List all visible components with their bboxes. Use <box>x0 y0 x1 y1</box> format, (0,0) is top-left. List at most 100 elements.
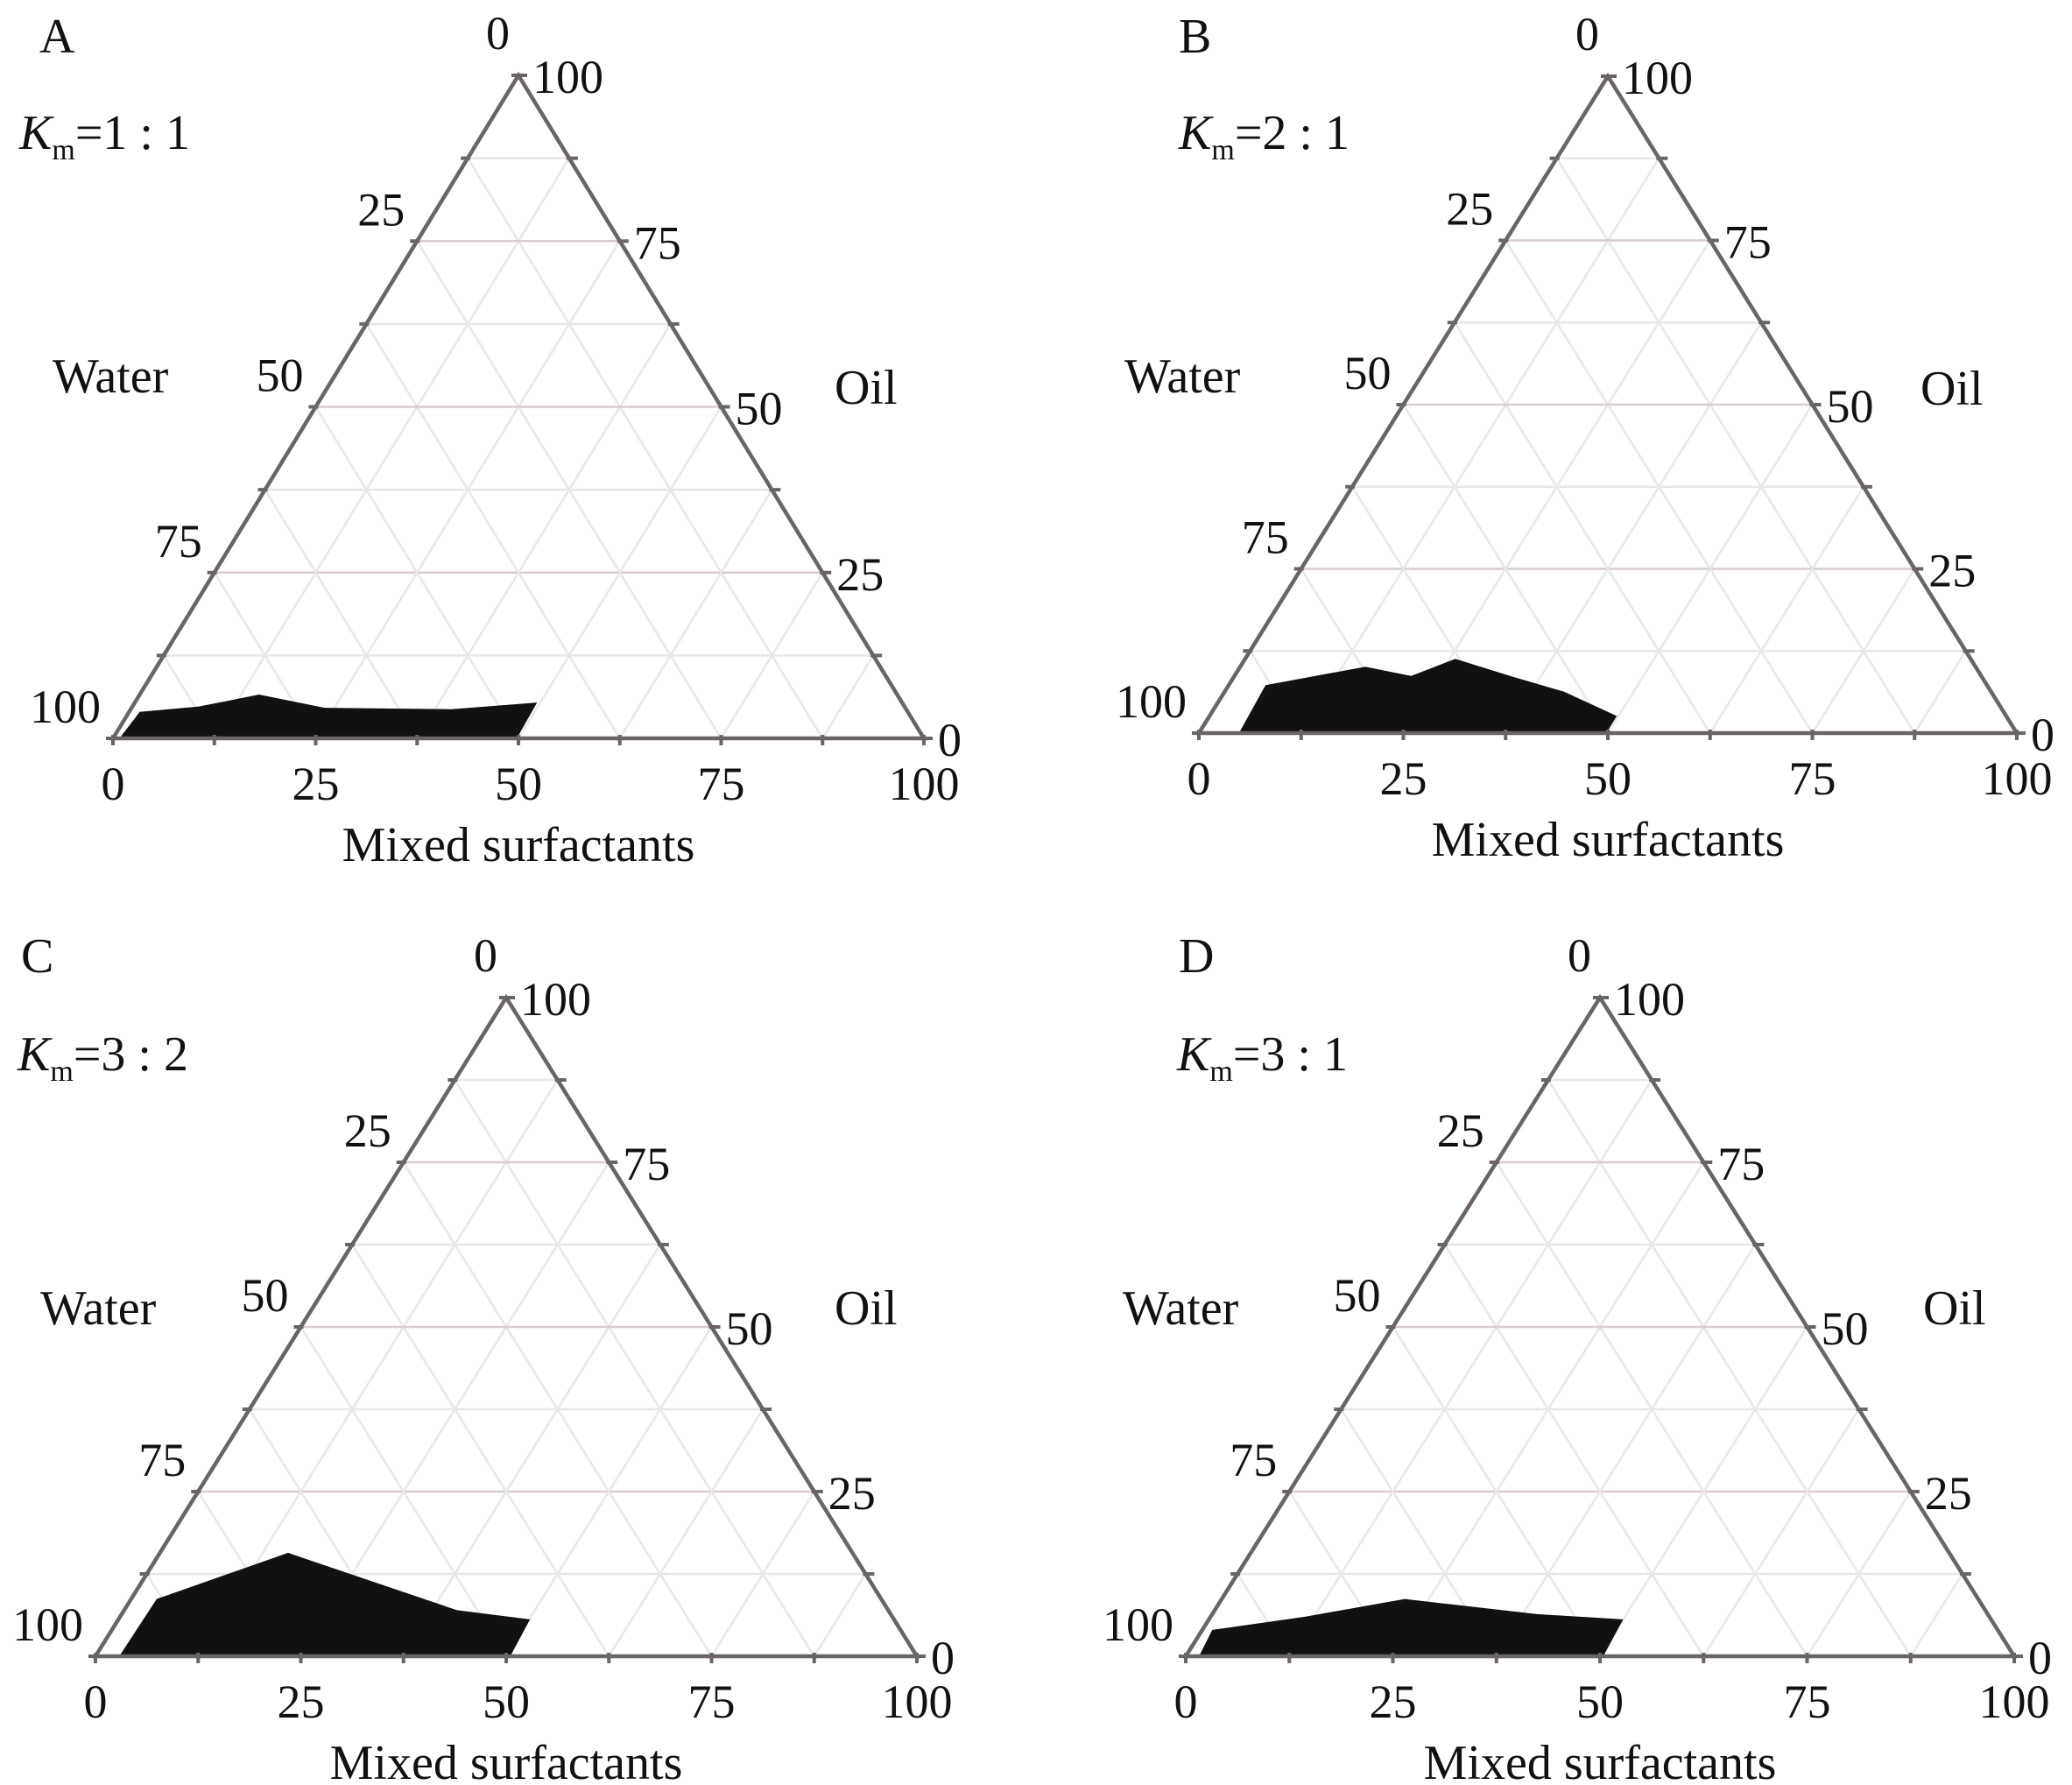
water-tick-label: 100 <box>30 681 101 733</box>
panel-letter: B <box>1179 10 1211 64</box>
oil-axis-label: Oil <box>835 1281 898 1336</box>
bottom-tick-label: 75 <box>1789 752 1836 805</box>
bottom-tick-label: 25 <box>1370 1676 1417 1728</box>
oil-tick-label: 25 <box>1925 1467 1972 1520</box>
bottom-tick-label: 100 <box>882 1676 953 1728</box>
water-tick-label: 75 <box>155 515 202 568</box>
km-symbol: K <box>1176 1027 1212 1082</box>
water-tick-label: 75 <box>1230 1434 1277 1486</box>
water-tick-label: 50 <box>1344 347 1392 399</box>
grid-line-surfactant <box>1811 568 1916 734</box>
oil-tick-label: 25 <box>836 548 884 601</box>
grid-line-surfactant <box>821 654 875 739</box>
water-tick-label: 100 <box>1116 675 1187 728</box>
microemulsion-region <box>119 695 538 738</box>
grid-line-water <box>454 1079 815 1657</box>
grid-line-surfactant <box>1806 1491 1912 1657</box>
km-ratio-label: Km=3 : 1 <box>1176 1027 1348 1088</box>
grid-line-surfactant <box>213 157 570 739</box>
microemulsion-region <box>1199 1598 1624 1656</box>
water-axis-label: Water <box>53 349 169 404</box>
bottom-tick-label: 0 <box>84 1676 108 1728</box>
oil-tick-label: 50 <box>1827 380 1874 433</box>
oil-tick-label: 75 <box>1717 1138 1765 1190</box>
grid-line-surfactant <box>1300 158 1660 734</box>
bottom-tick-label: 75 <box>1784 1676 1831 1728</box>
km-ratio-value: =3 : 2 <box>74 1027 188 1082</box>
panel-letter: A <box>39 10 75 64</box>
grid-line-surfactant <box>813 1573 867 1657</box>
grid-line-surfactant <box>1505 321 1763 734</box>
km-subscript: m <box>50 1055 73 1088</box>
km-subscript: m <box>1211 134 1234 166</box>
grid-line-surfactant <box>720 572 824 739</box>
oil-tick-label: 0 <box>938 714 962 766</box>
km-symbol: K <box>18 106 54 160</box>
grid-line-water <box>1402 404 1610 734</box>
water-axis-label: Water <box>1124 349 1241 404</box>
oil-tick-label: 50 <box>1822 1302 1869 1355</box>
oil-tick-label: 50 <box>726 1302 773 1355</box>
km-symbol: K <box>1178 106 1214 160</box>
oil-tick-label: 75 <box>634 216 681 269</box>
ternary-panel-a: 0 0 0 25 25 25 50 50 50 75 75 75 100 100 100 Water Oil Mi… <box>18 7 962 872</box>
grid-line-water <box>1443 1244 1705 1657</box>
km-symbol: K <box>17 1027 53 1082</box>
bottom-tick-label: 0 <box>102 758 125 810</box>
oil-tick-label: 50 <box>736 383 783 435</box>
panel-letter: D <box>1179 929 1214 984</box>
water-axis-label: Water <box>40 1281 157 1336</box>
bottom-tick-label: 0 <box>1174 1676 1198 1728</box>
surfactant-axis-label: Mixed surfactants <box>1424 1736 1777 1785</box>
water-axis-label: Water <box>1123 1281 1239 1336</box>
oil-tick-label: 0 <box>931 1632 955 1684</box>
grid-line-surfactant <box>1288 1079 1653 1657</box>
grid-line-surfactant <box>1913 650 1967 734</box>
grid-line-surfactant <box>197 1079 559 1657</box>
water-tick-label: 50 <box>257 349 304 402</box>
oil-axis-label: Oil <box>1923 1281 1986 1336</box>
grid-line-surfactant <box>1702 1408 1860 1657</box>
oil-tick-label: 100 <box>1614 973 1685 1026</box>
water-tick-label: 25 <box>1437 1104 1484 1157</box>
surfactant-axis-label: Mixed surfactants <box>342 818 695 872</box>
water-tick-label: 75 <box>1242 512 1289 564</box>
water-tick-label: 50 <box>242 1269 289 1322</box>
grid-line-surfactant <box>1495 1244 1757 1657</box>
bottom-tick-label: 50 <box>1576 1676 1624 1728</box>
water-tick-label: 0 <box>486 7 510 60</box>
bottom-tick-label: 50 <box>495 758 542 810</box>
panel-letter: C <box>21 929 53 984</box>
km-subscript: m <box>1209 1055 1232 1088</box>
oil-axis-label: Oil <box>1920 362 1984 416</box>
bottom-tick-label: 25 <box>1380 752 1427 805</box>
grid-line-surfactant <box>608 1408 765 1657</box>
oil-tick-label: 100 <box>532 51 603 103</box>
km-ratio-label: Km=2 : 1 <box>1178 106 1350 166</box>
bottom-tick-label: 0 <box>1188 752 1211 805</box>
oil-tick-label: 0 <box>2028 1632 2052 1684</box>
ternary-panel-d: 0 0 0 25 25 25 50 50 50 75 75 75 100 100 100 Water Oil Mi… <box>1103 929 2052 1785</box>
oil-tick-label: 100 <box>1622 52 1693 104</box>
ternary-panel-c: 0 0 0 25 25 25 50 50 50 75 75 75 100 100 100 Water Oil Mi… <box>12 929 955 1785</box>
bottom-tick-label: 75 <box>698 758 745 810</box>
grid-line-water <box>467 157 824 739</box>
grid-line-water <box>1555 158 1916 734</box>
grid-line-water <box>314 406 520 739</box>
water-tick-label: 50 <box>1334 1269 1381 1322</box>
water-tick-label: 25 <box>344 1104 391 1157</box>
bottom-tick-label: 50 <box>1584 752 1632 805</box>
grid-line-water <box>351 1244 610 1657</box>
grid-line-water <box>1453 321 1711 734</box>
surfactant-axis-label: Mixed surfactants <box>1432 813 1785 867</box>
surfactant-axis-label: Mixed surfactants <box>330 1736 683 1785</box>
oil-axis-label: Oil <box>835 361 898 415</box>
ternary-panel-b: 0 0 0 25 25 25 50 50 50 75 75 75 100 100 100 Water Oil Mi… <box>1116 8 2054 867</box>
bottom-tick-label: 75 <box>688 1676 736 1728</box>
bottom-tick-label: 100 <box>1979 1676 2050 1728</box>
bottom-tick-label: 100 <box>1982 752 2053 805</box>
water-tick-label: 25 <box>357 183 405 236</box>
km-ratio-value: =2 : 1 <box>1235 106 1350 160</box>
water-tick-label: 0 <box>1575 8 1599 60</box>
